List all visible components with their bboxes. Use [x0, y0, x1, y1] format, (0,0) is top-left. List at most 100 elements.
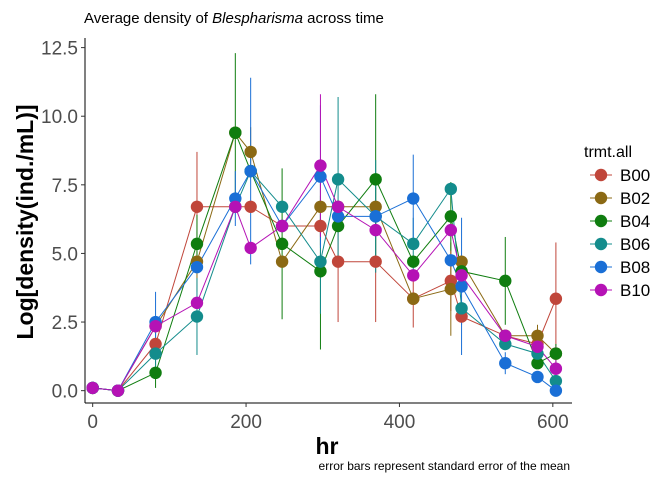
data-point [549, 292, 563, 305]
data-point [331, 200, 345, 213]
x-tick-label: 200 [230, 412, 262, 433]
error-bars-b04 [155, 53, 557, 388]
data-point [86, 381, 99, 395]
data-point [455, 280, 468, 293]
legend-key-dot [594, 191, 608, 205]
series-points-b10 [86, 159, 563, 397]
legend-label: B04 [620, 212, 650, 231]
data-point [229, 200, 242, 213]
series-line-b08 [92, 170, 557, 392]
data-point [244, 200, 257, 213]
error-bars-b02 [196, 127, 538, 347]
legend-key-dot [594, 283, 608, 297]
series-line-b04 [92, 131, 557, 392]
y-tick-label: 0.0 [52, 382, 78, 403]
legend-label: B08 [620, 258, 650, 277]
data-point [331, 219, 345, 233]
legend-item-b00: B00 [590, 166, 650, 185]
y-tick-label: 5.0 [52, 244, 78, 265]
legend-key-dot [594, 237, 608, 251]
data-point [444, 223, 458, 237]
y-axis-label: Log[density(ind./mL)] [12, 104, 38, 339]
error-bars-b10 [319, 94, 557, 391]
data-point [531, 340, 544, 353]
data-point [190, 296, 204, 310]
legend-item-b08: B08 [590, 258, 650, 277]
data-point [455, 269, 468, 282]
data-point [314, 219, 327, 233]
legend-item-b02: B02 [590, 189, 650, 208]
data-point [244, 241, 257, 255]
y-tick-label: 7.5 [52, 176, 78, 197]
data-point [229, 126, 242, 139]
data-point [190, 260, 204, 274]
legend-label: B02 [620, 189, 650, 208]
legend-item-b04: B04 [590, 212, 650, 231]
legend-item-b10: B10 [590, 281, 650, 300]
chart-title-italic: Blespharisma [212, 10, 303, 27]
legend: trmt.all B00 B02 B04 B06 B08 B10 [584, 144, 650, 300]
data-point [149, 337, 162, 351]
data-point [549, 362, 563, 375]
x-tick-label: 400 [384, 412, 416, 433]
error-bars-b08 [155, 77, 538, 383]
data-point [314, 200, 327, 213]
axes: 0.0 2.5 5.0 7.5 10.0 12.5 0 200 400 600 [41, 38, 572, 433]
legend-key-dot [594, 168, 608, 182]
data-point [331, 210, 345, 223]
data-point [407, 269, 420, 282]
data-point [275, 219, 289, 233]
data-point [275, 237, 289, 251]
data-point [111, 384, 125, 397]
y-tick-label: 2.5 [52, 313, 78, 334]
legend-label: B06 [620, 235, 650, 254]
data-point [369, 255, 382, 268]
chart-title-prefix: Average density of [84, 10, 212, 27]
data-point [455, 255, 468, 268]
series-line-b10 [92, 164, 557, 392]
x-axis-label: hr [316, 433, 339, 459]
legend-key-dot [594, 214, 608, 228]
data-point [149, 347, 162, 360]
chart-title-suffix: across time [303, 10, 384, 27]
caption: error bars represent standard error of t… [319, 459, 570, 473]
data-point [244, 164, 257, 178]
data-point [190, 237, 204, 251]
data-point [331, 173, 345, 186]
data-point [369, 210, 382, 223]
series-line-b06 [92, 170, 557, 392]
data-point [369, 223, 382, 237]
data-point [314, 265, 327, 278]
series-points-b06 [86, 164, 563, 397]
legend-key-dot [594, 260, 608, 274]
data-point [531, 357, 544, 370]
data-point [549, 347, 563, 360]
data-point [531, 329, 544, 342]
data-point [499, 329, 512, 342]
error-bars-b00 [196, 151, 557, 358]
data-point [149, 319, 162, 333]
legend-label: B10 [620, 281, 650, 300]
data-point [314, 255, 327, 268]
data-point [275, 200, 289, 213]
data-point [455, 302, 468, 315]
data-point [190, 200, 204, 213]
data-point [314, 159, 327, 172]
data-point [149, 366, 162, 380]
data-point [407, 292, 420, 305]
data-point [549, 374, 563, 388]
data-point [314, 170, 327, 183]
data-point [244, 145, 257, 159]
data-point [407, 255, 420, 268]
data-point [499, 274, 512, 288]
data-point [331, 255, 345, 268]
series-points-b08 [86, 164, 563, 397]
data-point [407, 192, 420, 205]
series-line-b00 [92, 206, 557, 392]
data-point [444, 182, 458, 196]
data-point [369, 173, 382, 186]
data-point [444, 210, 458, 223]
chart-title: Average density of Blespharisma across t… [84, 10, 384, 27]
x-tick-label: 600 [537, 412, 569, 433]
